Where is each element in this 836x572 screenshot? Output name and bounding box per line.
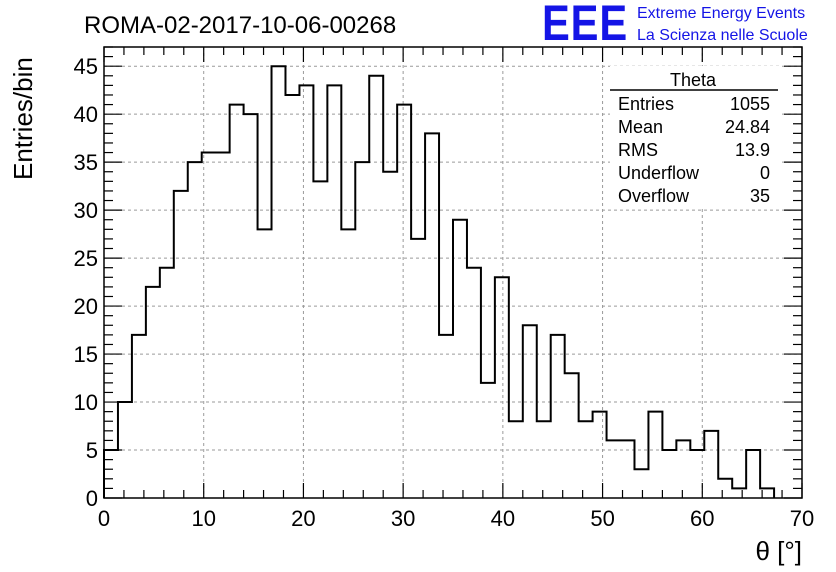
y-tick-label: 45 (74, 54, 98, 79)
x-tick-label: 30 (391, 506, 415, 531)
histogram-bin (634, 469, 648, 498)
y-tick-label: 20 (74, 294, 98, 319)
histogram-bin (704, 431, 718, 498)
histogram-bin (411, 239, 425, 498)
histogram-bin (537, 421, 551, 498)
stats-title: Theta (670, 70, 717, 90)
y-tick-label: 10 (74, 390, 98, 415)
chart-title: ROMA-02-2017-10-06-00268 (84, 12, 396, 39)
histogram-bin (355, 162, 369, 498)
histogram-bin (369, 76, 383, 498)
tick-labels: 0 10 20 30 40 50 60 70 0 5 10 15 20 25 30 35 40 45 (74, 54, 815, 531)
histogram-bin (272, 66, 286, 498)
y-tick-label: 25 (74, 246, 98, 271)
x-tick-label: 60 (690, 506, 714, 531)
y-tick-label: 0 (86, 486, 98, 511)
axis-ticks (103, 46, 803, 499)
histogram-bin (607, 440, 621, 498)
stats-label: RMS (618, 140, 658, 160)
histogram-bin (676, 440, 690, 498)
histogram-bin (481, 383, 495, 498)
histogram-bin (397, 105, 411, 498)
plot-area-border (103, 46, 803, 499)
histogram-bin (551, 335, 565, 498)
logo-line-1: Extreme Energy Events (637, 5, 805, 22)
stats-label: Entries (618, 94, 674, 114)
histogram-bin (285, 95, 299, 498)
histogram-bin (509, 421, 523, 498)
histogram-bin (104, 450, 118, 498)
histogram-outline (103, 65, 776, 498)
x-tick-label: 50 (590, 506, 614, 531)
stats-value: 13.9 (735, 140, 770, 160)
histogram-bin (495, 277, 509, 498)
stats-rows: Entries 1055 Mean 24.84 RMS 13.9 Underflow 0 Ove… (618, 94, 770, 206)
histogram-bin (662, 450, 676, 498)
histogram-bin (648, 412, 662, 498)
x-axis-title: θ [°] (755, 536, 802, 566)
stats-box: Theta Entries 1055 Mean 24.84 RMS 13.9 Underfl… (610, 66, 780, 209)
x-tick-label: 10 (191, 506, 215, 531)
histogram-bin (383, 172, 397, 498)
stats-label: Mean (618, 117, 663, 137)
histogram-bin (160, 268, 174, 498)
logo-line-2: La Scienza nelle Scuole (637, 27, 808, 44)
y-axis-title: Entries/bin (8, 57, 38, 180)
histogram-bin (467, 268, 481, 498)
logo-mark: EEE (542, 0, 628, 51)
histogram-series (103, 65, 776, 498)
histogram-bin (341, 229, 355, 498)
histogram-bin (299, 85, 313, 498)
x-tick-label: 40 (491, 506, 515, 531)
y-tick-label: 30 (74, 198, 98, 223)
stats-value: 35 (750, 186, 770, 206)
histogram-bin (565, 373, 579, 498)
x-tick-label: 20 (291, 506, 315, 531)
stats-label: Underflow (618, 163, 700, 183)
histogram-bin (327, 85, 341, 498)
histogram-bin (230, 105, 244, 498)
stats-value: 24.84 (725, 117, 770, 137)
y-tick-label: 40 (74, 102, 98, 127)
histogram-bin (453, 220, 467, 498)
histogram-bin (146, 287, 160, 498)
y-tick-label: 5 (86, 438, 98, 463)
histogram-bin (425, 133, 439, 498)
eee-logo: EEE Extreme Energy Events La Scienza nel… (542, 0, 808, 51)
histogram-bin (732, 488, 746, 498)
plot-frame (103, 46, 803, 499)
histogram-bin (132, 335, 146, 498)
histogram-bin (718, 479, 732, 498)
y-tick-label: 35 (74, 150, 98, 175)
histogram-bin (258, 229, 272, 498)
histogram-bin (593, 412, 607, 498)
histogram-bin (746, 450, 760, 498)
stats-value: 0 (760, 163, 770, 183)
histogram-bin (174, 191, 188, 498)
y-tick-label: 15 (74, 342, 98, 367)
x-tick-label: 70 (790, 506, 814, 531)
histogram-bin (621, 440, 635, 498)
x-tick-label: 0 (98, 506, 110, 531)
histogram-bin (188, 162, 202, 498)
histogram-bin (439, 335, 453, 498)
histogram-bin (579, 421, 593, 498)
stats-label: Overflow (618, 186, 690, 206)
histogram-bin (216, 153, 230, 498)
stats-value: 1055 (730, 94, 770, 114)
histogram-bin (523, 325, 537, 498)
